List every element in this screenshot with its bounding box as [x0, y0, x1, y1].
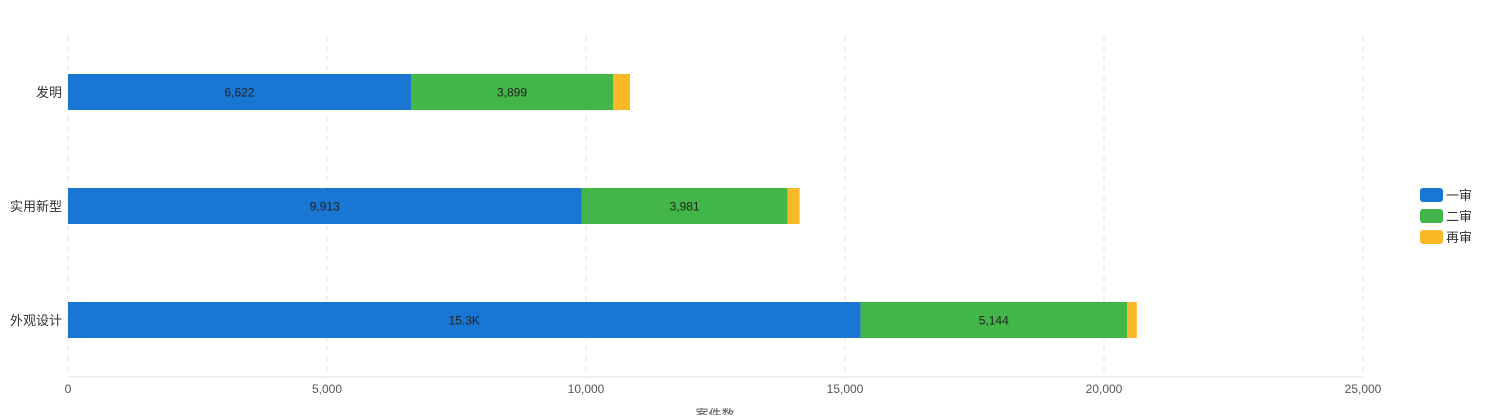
bar-value-label: 3,899 [497, 86, 527, 100]
y-category-label: 发明 [36, 85, 62, 100]
legend-swatch [1420, 187, 1443, 202]
bar-segment[interactable] [612, 74, 631, 110]
bar-segment[interactable] [787, 188, 800, 224]
bar-value-label: 15.3K [449, 314, 480, 328]
y-category-label: 外观设计 [10, 313, 62, 328]
bar-value-label: 5,144 [979, 314, 1009, 328]
bar-value-label: 6,622 [224, 86, 254, 100]
x-tick-label: 5,000 [312, 382, 342, 396]
legend-item-series-2[interactable]: 二审 [1420, 205, 1472, 226]
legend-item-series-3[interactable]: 再审 [1420, 226, 1472, 247]
legend-label: 一审 [1446, 188, 1473, 203]
bars [68, 74, 1137, 338]
legend-swatch [1420, 208, 1443, 223]
x-axis: 0 5,000 10,000 15,000 20,000 25,000 [65, 376, 1382, 396]
y-category-label: 实用新型 [10, 199, 62, 214]
x-tick-label: 0 [65, 382, 72, 396]
x-tick-label: 15,000 [827, 382, 864, 396]
x-tick-label: 10,000 [568, 382, 605, 396]
x-axis-title: 案件数 [695, 407, 734, 415]
bar-segment[interactable] [68, 74, 412, 110]
bar-value-label: 9,913 [310, 200, 340, 214]
bar-segment[interactable] [68, 188, 582, 224]
legend-swatch [1420, 229, 1443, 244]
bar-segment[interactable] [68, 302, 861, 338]
legend-item-series-1[interactable]: 一审 [1420, 184, 1472, 205]
legend: 一审 二审 再审 [1420, 184, 1472, 247]
legend-label: 再审 [1446, 230, 1473, 245]
bar-segment[interactable] [1126, 302, 1137, 338]
data-labels: 6,622 3,899 9,913 3,981 15.3K 5,144 [224, 86, 1009, 328]
x-tick-label: 20,000 [1086, 382, 1123, 396]
bar-value-label: 3,981 [670, 200, 700, 214]
bar-segment[interactable] [411, 74, 613, 110]
x-tick-label: 25,000 [1345, 382, 1382, 396]
bar-segment[interactable] [860, 302, 1127, 338]
legend-label: 二审 [1446, 209, 1473, 224]
bar-segment[interactable] [581, 188, 788, 224]
